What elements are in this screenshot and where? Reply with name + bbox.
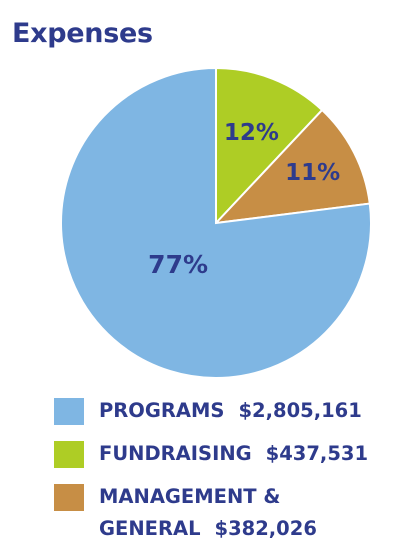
pie-label-management-general: 11%: [285, 160, 340, 186]
pie-slice-fundraising: [215, 66, 324, 226]
legend-text-programs: PROGRAMS $2,805,161: [99, 395, 362, 427]
pie-slice-management-general: [213, 108, 371, 225]
legend: PROGRAMS $2,805,161 FUNDRAISING $437,531 M…: [54, 398, 414, 559]
legend-item-programs: PROGRAMS $2,805,161: [54, 398, 414, 427]
pie-slice-labels: 12%11% 77%: [148, 120, 340, 279]
legend-amount-programs: $2,805,161: [238, 399, 362, 422]
legend-amount-fundraising: $437,531: [265, 442, 369, 465]
legend-text-fundraising: FUNDRAISING $437,531: [99, 438, 368, 470]
pie-slices: [60, 66, 372, 379]
legend-label-management-line1: MANAGEMENT &: [99, 485, 281, 508]
legend-item-management-general: MANAGEMENT & GENERAL $382,026: [54, 484, 414, 545]
legend-label-management-line2: GENERAL: [99, 517, 201, 540]
chart-title: Expenses: [12, 18, 153, 49]
pie-label-programs: 77%: [148, 250, 208, 279]
legend-swatch-programs: [54, 398, 84, 425]
legend-swatch-management-general: [54, 484, 84, 511]
legend-swatch-fundraising: [54, 441, 84, 468]
pie-label-fundraising: 12%: [224, 120, 279, 146]
legend-item-fundraising: FUNDRAISING $437,531: [54, 441, 414, 470]
legend-label-fundraising: FUNDRAISING: [99, 442, 252, 465]
pie-slice-programs: [60, 66, 372, 379]
pie-chart: 12%11% 77%: [60, 66, 372, 379]
legend-label-programs: PROGRAMS: [99, 399, 225, 422]
legend-text-management-general: MANAGEMENT & GENERAL $382,026: [99, 481, 317, 545]
legend-amount-management-general: $382,026: [214, 517, 317, 540]
